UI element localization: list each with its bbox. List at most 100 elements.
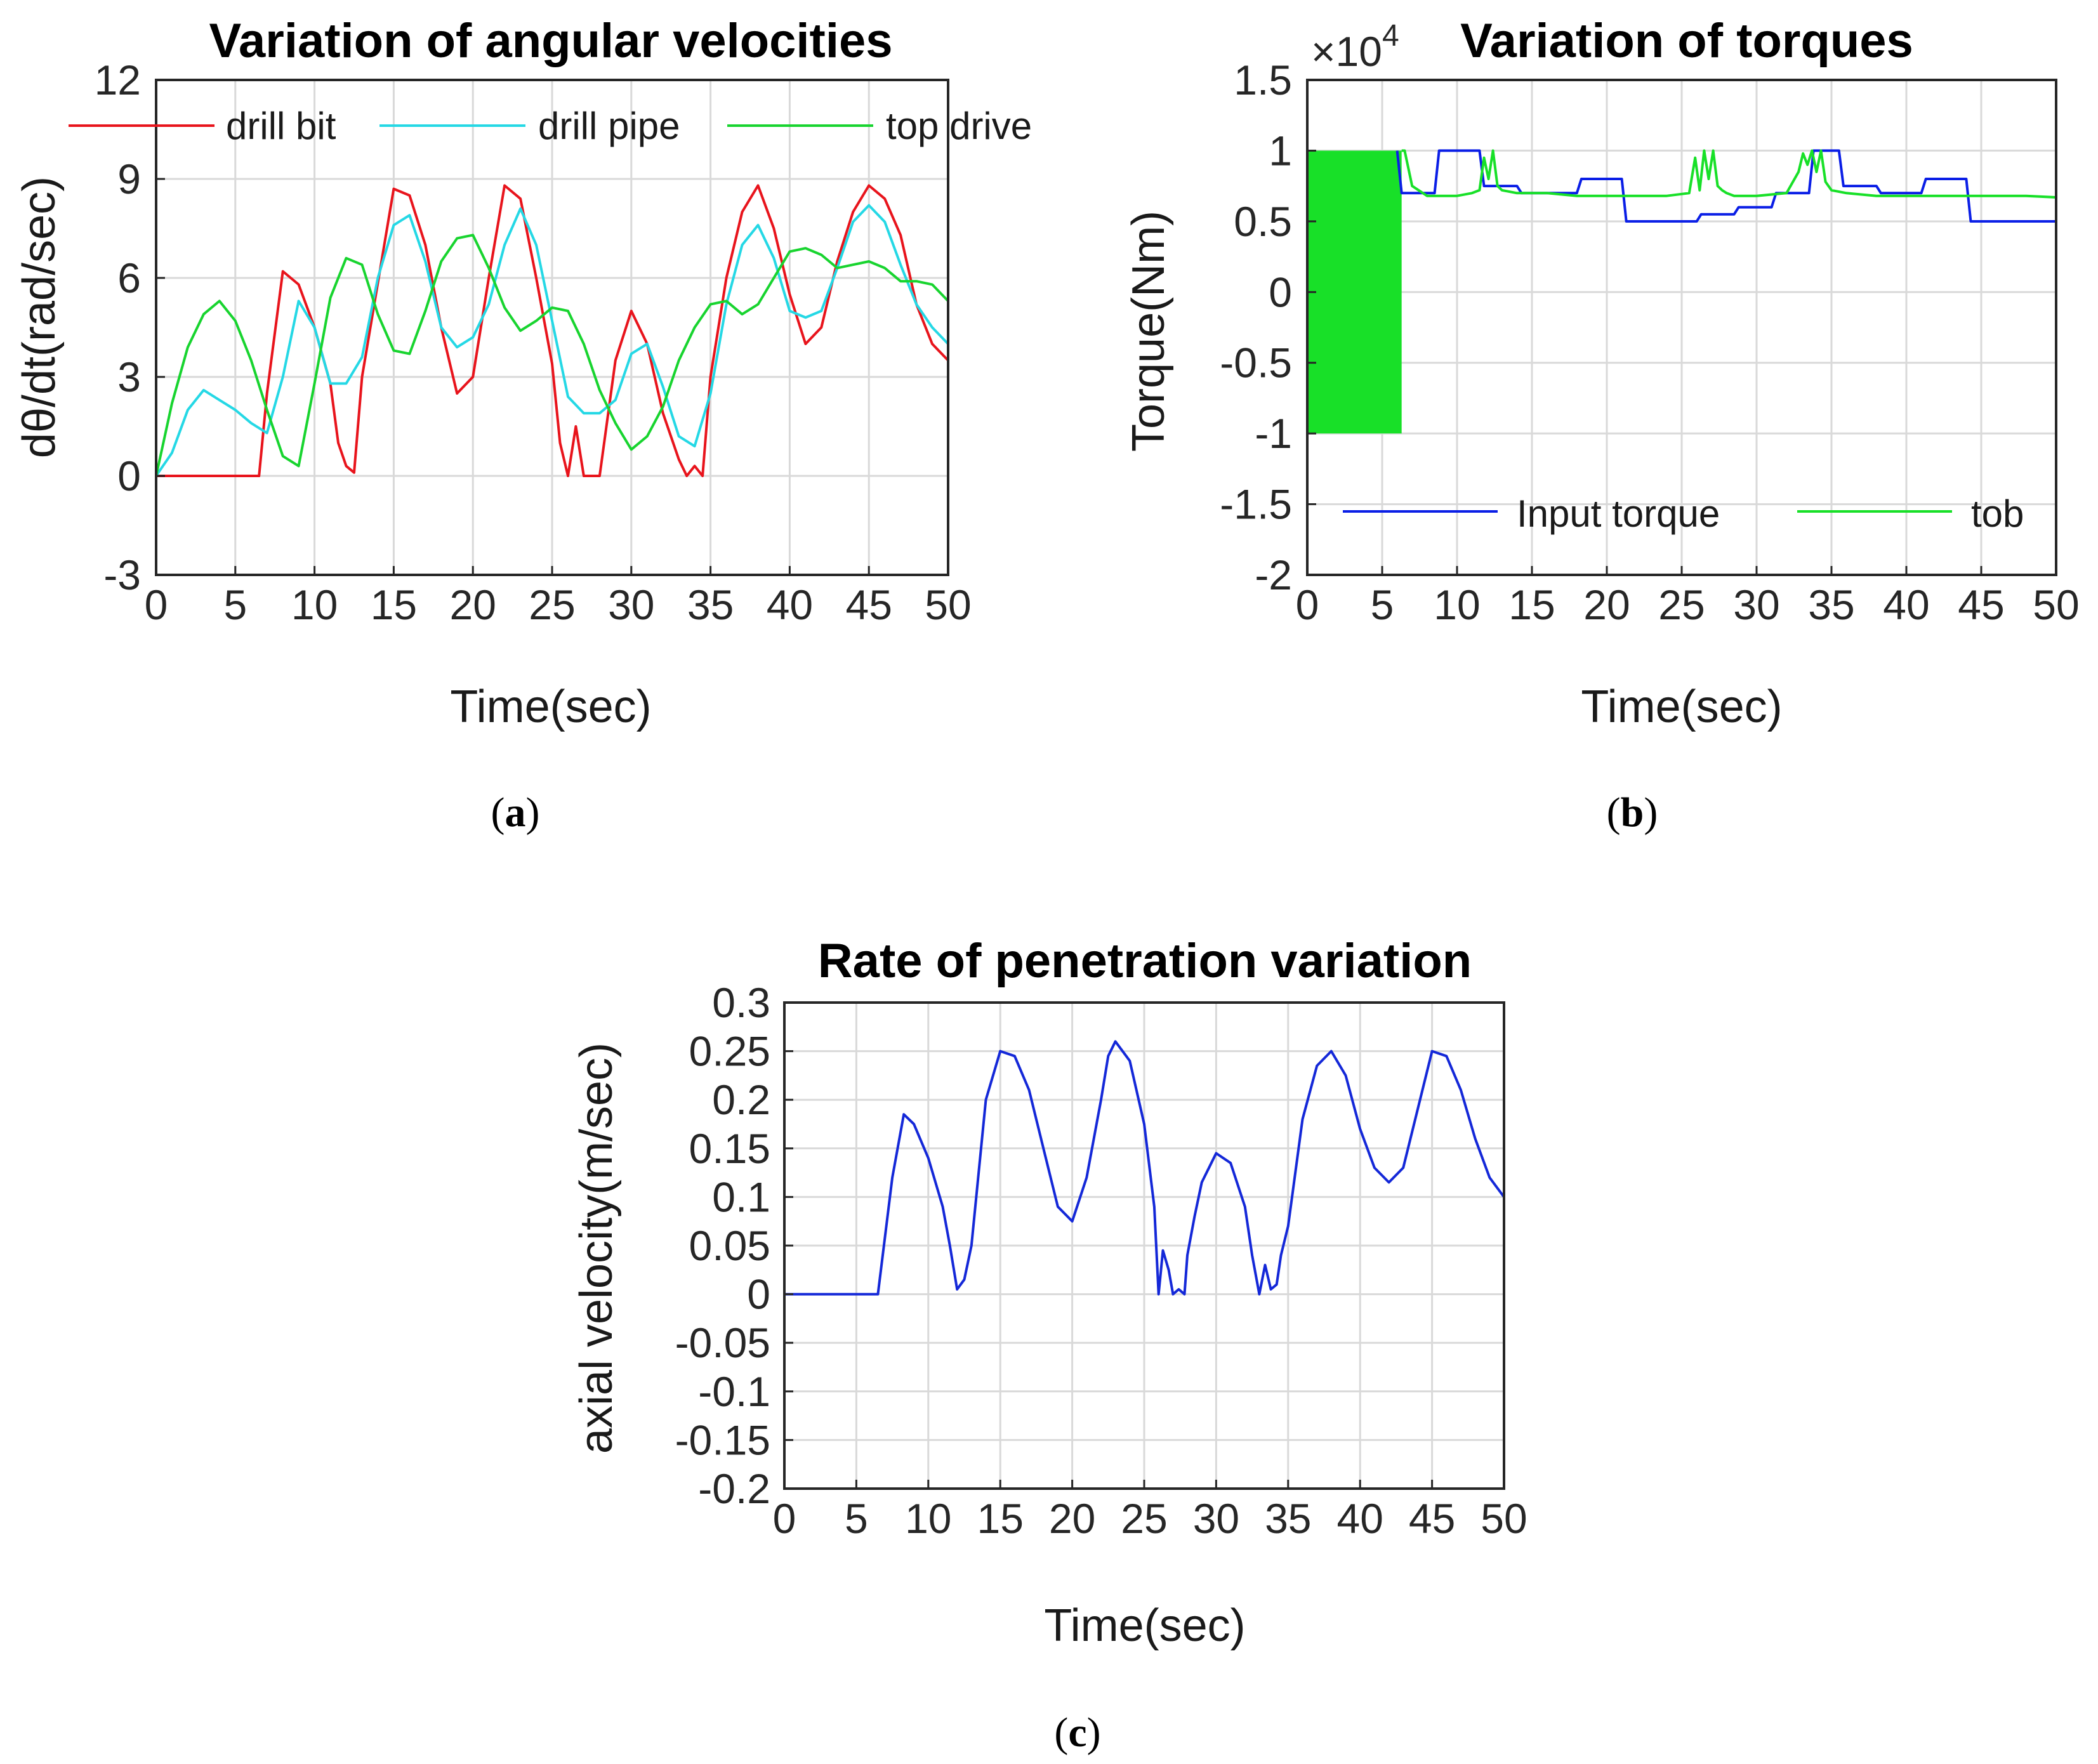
- y-tick-label: 0: [117, 452, 141, 499]
- x-tick-label: 50: [2033, 581, 2079, 628]
- x-tick-label: 30: [1193, 1495, 1239, 1542]
- panel-a-y-ticks: -3 0 3 6 9 12: [95, 56, 165, 598]
- legend-label-drill-pipe: drill pipe: [538, 105, 680, 147]
- panel-b-exponent-label: ×104: [1311, 19, 1399, 75]
- legend-label-tob: tob: [1971, 492, 2024, 535]
- y-tick-label: 0.25: [689, 1028, 770, 1075]
- panel-a-caption: (a): [491, 789, 540, 836]
- y-tick-label: -0.1: [698, 1368, 770, 1415]
- y-tick-label: 0.15: [689, 1125, 770, 1172]
- series-line-drill-bit: [156, 184, 949, 477]
- y-tick-label: 1: [1269, 127, 1292, 174]
- x-tick-label: 35: [687, 581, 734, 628]
- x-tick-label: 50: [1481, 1495, 1527, 1542]
- x-tick-label: 40: [1883, 581, 1929, 628]
- x-tick-label: 15: [371, 581, 417, 628]
- x-tick-label: 25: [529, 581, 575, 628]
- x-tick-label: 20: [1049, 1495, 1095, 1542]
- panel-c-title: Rate of penetration variation: [818, 934, 1472, 988]
- series-line-tob: [1401, 149, 2057, 199]
- series-line-input-torque: [1395, 149, 2056, 223]
- x-tick-label: 20: [1583, 581, 1630, 628]
- y-tick-label: -3: [103, 551, 141, 598]
- tob-oscillation-band: [1307, 150, 1402, 434]
- panel-b-torques: 0 5 10 15 20 25 30 35 40 45 50 -2 -1.5 -1 -0.5 0 0.5 1 1.…: [1123, 14, 2080, 836]
- y-tick-label: -2: [1255, 551, 1292, 598]
- y-tick-label: 0: [1269, 268, 1292, 315]
- panel-a-y-axis-label: dθ/dt(rad/sec): [14, 176, 65, 458]
- x-tick-label: 5: [223, 581, 247, 628]
- x-tick-label: 10: [1434, 581, 1480, 628]
- panel-a-title: Variation of angular velocities: [209, 14, 893, 68]
- panel-b-legend: Input torque tob: [1343, 492, 2024, 535]
- x-tick-label: 40: [767, 581, 813, 628]
- panel-b-y-ticks: -2 -1.5 -1 -0.5 0 0.5 1 1.5: [1220, 56, 1316, 598]
- y-tick-label: -0.2: [698, 1465, 770, 1512]
- y-tick-label: -1: [1255, 410, 1292, 457]
- x-tick-label: 10: [905, 1495, 951, 1542]
- x-tick-label: 25: [1121, 1495, 1167, 1542]
- x-tick-label: 0: [1296, 581, 1319, 628]
- y-tick-label: 0.5: [1234, 198, 1292, 245]
- panel-a-legend: drill bit drill pipe top drive: [69, 105, 1032, 147]
- y-tick-label: -0.15: [675, 1416, 770, 1463]
- y-tick-label: 12: [95, 56, 141, 103]
- x-tick-label: 5: [845, 1495, 868, 1542]
- panel-b-caption: (b): [1607, 789, 1658, 836]
- y-tick-label: 0.3: [712, 979, 770, 1026]
- x-tick-label: 40: [1336, 1495, 1383, 1542]
- y-tick-label: -1.5: [1220, 481, 1292, 528]
- panel-b-y-axis-label: Torque(Nm): [1123, 211, 1174, 452]
- y-tick-label: 0.1: [712, 1173, 770, 1220]
- panel-c-y-axis-label: axial velocity(m/sec): [571, 1043, 622, 1454]
- panel-b-title: Variation of torques: [1460, 14, 1913, 68]
- panel-a-x-ticks: 0 5 10 15 20 25 30 35 40 45 50: [145, 566, 972, 628]
- x-tick-label: 15: [977, 1495, 1023, 1542]
- x-tick-label: 15: [1508, 581, 1555, 628]
- y-tick-label: -0.05: [675, 1319, 770, 1366]
- x-tick-label: 30: [608, 581, 654, 628]
- x-tick-label: 0: [773, 1495, 796, 1542]
- x-tick-label: 0: [145, 581, 168, 628]
- x-tick-label: 45: [1409, 1495, 1455, 1542]
- panel-c-x-axis-label: Time(sec): [1044, 1600, 1245, 1651]
- panel-c-series: [784, 1040, 1505, 1296]
- y-tick-label: 9: [117, 155, 141, 202]
- legend-label-drill-bit: drill bit: [226, 105, 336, 147]
- x-tick-label: 5: [1371, 581, 1394, 628]
- series-line-drill-pipe: [155, 204, 949, 477]
- legend-label-input-torque: Input torque: [1517, 492, 1720, 535]
- y-tick-label: 6: [117, 254, 141, 301]
- x-tick-label: 30: [1733, 581, 1779, 628]
- y-tick-label: 0.2: [712, 1076, 770, 1123]
- panel-a-x-axis-label: Time(sec): [450, 681, 651, 732]
- series-line-top-drive: [155, 234, 949, 477]
- panel-b-exponent-power: 4: [1382, 19, 1399, 53]
- panel-c-grid: [783, 1001, 1505, 1490]
- series-line-axial-velocity: [784, 1040, 1505, 1296]
- x-tick-label: 35: [1265, 1495, 1311, 1542]
- panel-c-x-ticks: 0 5 10 15 20 25 30 35 40 45 50: [773, 1480, 1527, 1542]
- y-tick-label: 0.05: [689, 1222, 770, 1269]
- panel-b-x-ticks: 0 5 10 15 20 25 30 35 40 45 50: [1296, 566, 2080, 628]
- y-tick-label: 0: [747, 1271, 770, 1318]
- y-tick-label: 1.5: [1234, 56, 1292, 103]
- x-tick-label: 50: [925, 581, 971, 628]
- x-tick-label: 10: [291, 581, 338, 628]
- panel-b-x-axis-label: Time(sec): [1581, 681, 1782, 732]
- panel-b-series: [1307, 149, 2057, 434]
- x-tick-label: 25: [1658, 581, 1705, 628]
- x-tick-label: 35: [1808, 581, 1854, 628]
- y-tick-label: 3: [117, 353, 141, 400]
- x-tick-label: 45: [845, 581, 892, 628]
- legend-label-top-drive: top drive: [886, 105, 1032, 147]
- panel-c-caption: (c): [1054, 1709, 1100, 1756]
- y-tick-label: -0.5: [1220, 339, 1292, 386]
- panel-c-rate-of-penetration: 0 5 10 15 20 25 30 35 40 45 50 -0.2-0.15-0.1-0.050…: [571, 934, 1527, 1756]
- panel-a-series: [155, 184, 949, 477]
- x-tick-label: 20: [449, 581, 496, 628]
- x-tick-label: 45: [1958, 581, 2004, 628]
